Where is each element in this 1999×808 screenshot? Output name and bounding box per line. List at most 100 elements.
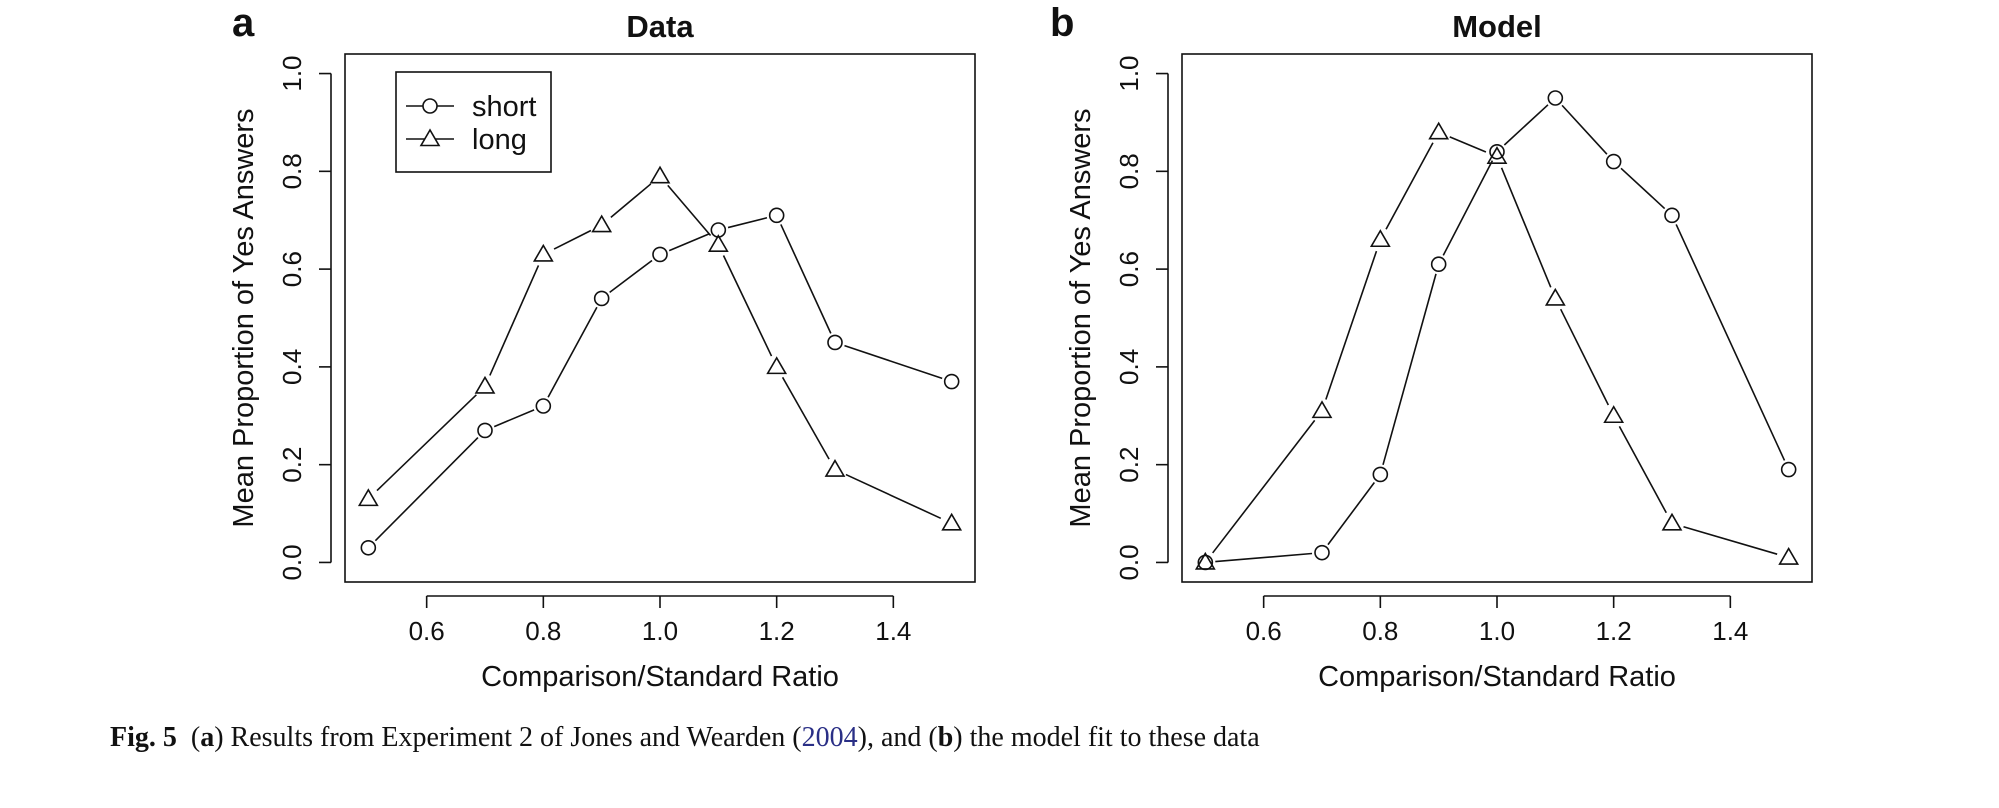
- point-long: [1194, 551, 1216, 570]
- y-tick-label: 0.2: [277, 447, 307, 483]
- point-long: [1486, 146, 1508, 164]
- series-line-long: [1449, 136, 1487, 153]
- x-tick-label: 0.8: [1362, 616, 1398, 646]
- point-long: [357, 488, 379, 507]
- point-short: [535, 398, 552, 414]
- point-long: [824, 458, 846, 477]
- point-short: [1547, 90, 1564, 106]
- plot-frame: [1181, 53, 1813, 583]
- point-long: [1661, 512, 1683, 531]
- point-short: [360, 539, 377, 556]
- x-tick-label: 1.2: [1596, 616, 1632, 646]
- y-axis-label: Mean Proportion of Yes Answers: [228, 108, 260, 527]
- series-line-short: [1215, 552, 1313, 563]
- series-line-long: [1325, 250, 1378, 400]
- y-tick-label: 0.4: [1114, 349, 1144, 385]
- series-line-long: [845, 473, 942, 520]
- panel-letter: b: [1050, 1, 1074, 45]
- legend-label-long: long: [472, 124, 527, 156]
- series-line-short: [1561, 104, 1608, 155]
- point-long: [649, 165, 671, 184]
- y-tick-label: 0.0: [277, 544, 307, 580]
- x-tick-label: 1.0: [1479, 616, 1515, 646]
- chart-title: Data: [626, 9, 694, 44]
- y-tick-label: 0.4: [277, 349, 307, 385]
- point-long: [474, 375, 496, 394]
- caption-text-b: ) the model fit to these data: [953, 722, 1260, 753]
- x-tick-label: 0.6: [1246, 616, 1282, 646]
- point-short: [1314, 544, 1330, 561]
- caption-text-mid: ), and (: [857, 722, 938, 753]
- point-short: [652, 246, 668, 263]
- x-tick-label: 1.4: [1712, 616, 1748, 646]
- legend-marker-short: [422, 98, 438, 114]
- series-line-long: [1559, 308, 1610, 406]
- chart-title: Model: [1452, 9, 1542, 44]
- series-line-short: [1382, 273, 1437, 466]
- point-short: [477, 422, 493, 439]
- series-line-long: [1683, 525, 1778, 555]
- x-tick-label: 0.6: [409, 616, 445, 646]
- point-long: [1369, 229, 1391, 248]
- y-axis-label: Mean Proportion of Yes Answers: [1065, 108, 1097, 527]
- plot-frame: [344, 53, 976, 583]
- point-short: [1372, 466, 1389, 483]
- y-tick-label: 1.0: [1114, 55, 1144, 91]
- series-line-short: [1442, 160, 1494, 256]
- x-axis-label: Comparison/Standard Ratio: [1318, 661, 1676, 693]
- point-long: [1311, 400, 1333, 419]
- series-line-long: [376, 394, 477, 492]
- y-tick-label: 0.2: [1114, 447, 1144, 483]
- panel-letter: a: [232, 1, 255, 45]
- point-short: [1430, 256, 1447, 273]
- point-short: [768, 207, 785, 224]
- legend-marker-long: [419, 128, 441, 147]
- series-line-long: [489, 265, 540, 376]
- y-tick-label: 1.0: [277, 55, 307, 91]
- series-line-long: [667, 184, 712, 237]
- point-long: [941, 512, 963, 531]
- point-long: [591, 214, 613, 233]
- y-tick-label: 0.8: [1114, 153, 1144, 189]
- series-line-short: [1620, 167, 1666, 210]
- caption-citation-link[interactable]: 2004: [801, 722, 858, 753]
- series-line-long: [781, 376, 830, 460]
- series-line-short: [727, 216, 768, 229]
- chart-panel-a: a Data 0.6 0.8 1.0 1.2 1.4 Comparison/Standard …: [228, 1, 976, 693]
- series-line-long: [1385, 142, 1434, 230]
- x-tick-label: 1.2: [759, 616, 795, 646]
- caption-panel-b: b: [937, 722, 954, 753]
- legend-label-short: short: [472, 91, 536, 123]
- y-tick-label: 0.6: [277, 251, 307, 287]
- series-line-long: [722, 255, 773, 357]
- caption-text-a: ) Results from Experiment 2 of Jones and…: [214, 722, 802, 753]
- y-tick-label: 0.6: [1114, 251, 1144, 287]
- series-line-long: [553, 229, 592, 250]
- point-short: [1605, 153, 1622, 170]
- x-tick-label: 1.0: [642, 616, 678, 646]
- caption-panel-a: a: [200, 722, 215, 753]
- point-short: [593, 290, 610, 307]
- y-tick-label: 0.0: [1114, 544, 1144, 580]
- series-line-short: [844, 344, 943, 380]
- point-long: [1428, 121, 1450, 140]
- series-line-short: [668, 233, 710, 252]
- point-long: [1544, 287, 1566, 306]
- series-line-long: [1212, 419, 1316, 554]
- y-tick-label: 0.8: [277, 153, 307, 189]
- series-line-long: [610, 183, 652, 219]
- chart-panel-b: b Model 0.6 0.8 1.0 1.2 1.4 Comparison/Standard…: [1050, 1, 1813, 693]
- series-line-short: [609, 259, 653, 294]
- series-line-long: [1618, 425, 1667, 514]
- point-short: [827, 334, 843, 351]
- series-line-short: [493, 409, 535, 428]
- caption-open-a: (: [190, 722, 201, 753]
- point-short: [1780, 461, 1797, 478]
- point-short: [943, 373, 960, 390]
- series-line-long: [1500, 167, 1552, 288]
- x-tick-label: 1.4: [875, 616, 911, 646]
- point-long: [1603, 405, 1625, 424]
- point-long: [707, 234, 729, 252]
